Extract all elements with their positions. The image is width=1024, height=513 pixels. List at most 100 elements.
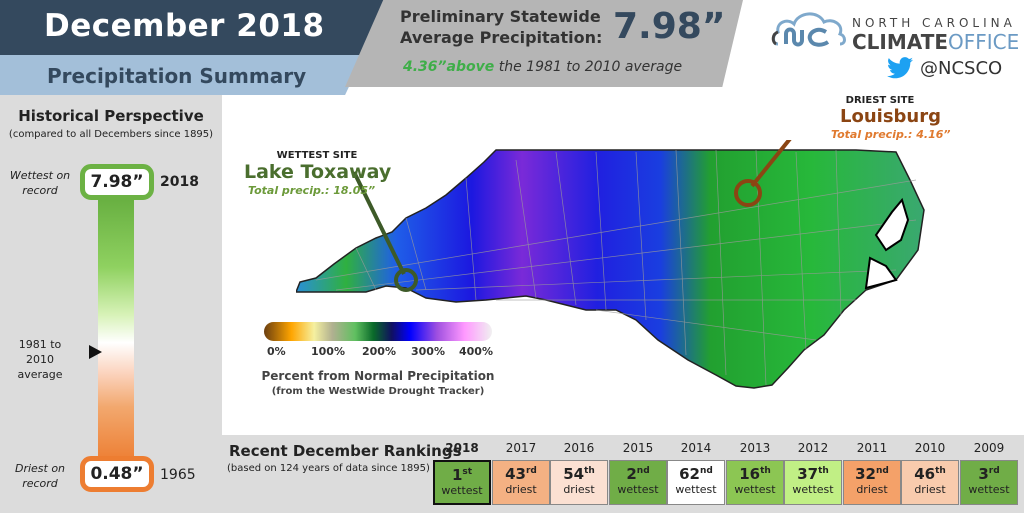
anomaly-value: 4.36”above: [403, 59, 495, 75]
anomaly-text: 4.36”above the 1981 to 2010 average: [403, 59, 682, 75]
ranking-year: 2010: [914, 441, 946, 455]
ranking-suffix: nd: [636, 466, 650, 476]
ranking-number: 32nd: [844, 465, 900, 483]
ranking-type: driest: [856, 483, 888, 496]
driest-site-header: DRIEST SITE: [845, 95, 915, 106]
cloud-nc-logo-icon: [771, 12, 846, 47]
historical-subtitle: (compared to all Decembers since 1895): [8, 129, 214, 140]
precipitation-colorbar: [264, 322, 492, 341]
historical-title: Historical Perspective: [18, 107, 204, 125]
ranking-rank: 32: [855, 465, 876, 483]
ranking-cell: 16th wettest: [726, 460, 784, 505]
header-subtitle-band: [0, 55, 364, 95]
ranking-type: wettest: [441, 484, 483, 497]
ranking-year: 2014: [680, 441, 712, 455]
colorbar-tick: 100%: [311, 345, 345, 358]
legend-title: Percent from Normal Precipitation: [261, 369, 495, 383]
ranking-suffix: th: [760, 466, 771, 476]
wettest-site-name: Lake Toxaway: [244, 161, 392, 183]
ranking-number: 43rd: [493, 465, 549, 483]
driest-year: 1965: [160, 467, 196, 483]
ranking-suffix: rd: [988, 466, 1000, 476]
colorbar-tick: 300%: [411, 345, 445, 358]
ranking-year: 2016: [563, 441, 595, 455]
ranking-rank: 2: [626, 465, 637, 483]
ranking-cell: 46th driest: [901, 460, 959, 505]
wettest-leader-line: [352, 171, 406, 275]
rankings-subtitle: (based on 124 years of data since 1895): [227, 463, 430, 474]
ranking-type: wettest: [675, 483, 717, 496]
colorbar-tick: 200%: [362, 345, 396, 358]
wettest-site-marker: [394, 268, 418, 292]
wettest-site-header: WETTEST SITE: [276, 150, 358, 161]
ranking-suffix: th: [584, 466, 595, 476]
ranking-cell: 3rd wettest: [960, 460, 1018, 505]
statewide-label: Preliminary Statewide Average Precipitat…: [400, 6, 602, 48]
average-label-line1: 1981 to 2010: [18, 338, 62, 366]
ranking-suffix: nd: [876, 466, 889, 476]
page-subtitle: Precipitation Summary: [47, 64, 307, 88]
logo-climate: CLIMATE: [852, 30, 948, 54]
ranking-number: 2nd: [610, 465, 666, 483]
ranking-number: 1st: [435, 466, 489, 484]
ranking-rank: 54: [563, 465, 585, 483]
ranking-number: 16th: [727, 465, 783, 483]
ranking-type: driest: [563, 483, 595, 496]
ranking-type: wettest: [734, 483, 776, 496]
ranking-number: 62nd: [668, 465, 724, 483]
twitter-handle[interactable]: @NCSCO: [920, 58, 1003, 79]
logo-office: OFFICE: [948, 30, 1020, 54]
twitter-bird-icon[interactable]: [887, 57, 913, 79]
ranking-year: 2009: [973, 441, 1005, 455]
statewide-value: 7.98”: [613, 6, 726, 47]
driest-label: Driest on record: [8, 461, 72, 491]
ranking-cell: 32nd driest: [843, 460, 901, 505]
ranking-rank: 3: [978, 465, 989, 483]
ranking-suffix: nd: [700, 466, 713, 476]
driest-value-pill: 0.48”: [80, 456, 154, 492]
ranking-suffix: th: [818, 466, 829, 476]
driest-leader-line: [750, 140, 792, 188]
wettest-label-line1: Wettest on: [9, 169, 71, 182]
ranking-cell: 2nd wettest: [609, 460, 667, 505]
ranking-type: driest: [505, 483, 537, 496]
ranking-suffix: th: [935, 466, 946, 476]
driest-site-total: Total precip.: 4.16”: [831, 128, 951, 141]
statewide-label-line1: Preliminary Statewide: [400, 7, 601, 26]
state-outline: [296, 149, 925, 389]
average-label-line2: average: [17, 368, 63, 381]
ranking-year: 2013: [739, 441, 771, 455]
driest-site-name: Louisburg: [840, 106, 941, 127]
ranking-number: 46th: [902, 465, 958, 483]
ranking-type: wettest: [792, 483, 834, 496]
ranking-cell: 62nd wettest: [667, 460, 725, 505]
wettest-label: Wettest on record: [8, 168, 72, 198]
ranking-cell: 37th wettest: [784, 460, 842, 505]
ranking-rank: 62: [679, 465, 700, 483]
ranking-rank: 16: [739, 465, 761, 483]
average-label: 1981 to 2010 average: [6, 337, 74, 382]
driest-site-marker: [734, 179, 762, 207]
driest-label-line2: record: [22, 477, 58, 490]
logo-line2: CLIMATEOFFICE: [852, 30, 1019, 54]
ranking-year: 2015: [622, 441, 654, 455]
ranking-year: 2012: [797, 441, 829, 455]
page-title: December 2018: [44, 8, 325, 44]
logo-line1: NORTH CAROLINA: [852, 16, 1016, 30]
colorbar-tick: 0%: [267, 345, 286, 358]
legend-subtitle: (from the WestWide Drought Tracker): [271, 386, 485, 397]
ranking-type: wettest: [968, 483, 1010, 496]
wettest-label-line2: record: [22, 184, 58, 197]
ranking-rank: 37: [797, 465, 819, 483]
ranking-suffix: st: [462, 467, 473, 477]
ranking-year: 2018: [445, 441, 479, 455]
rankings-title: Recent December Rankings: [229, 442, 462, 460]
ranking-year: 2017: [505, 441, 537, 455]
anomaly-description: the 1981 to 2010 average: [494, 59, 683, 75]
ranking-type: wettest: [617, 483, 659, 496]
ranking-type: driest: [914, 483, 946, 496]
colorbar-tick: 400%: [459, 345, 493, 358]
ranking-cell: 1st wettest: [433, 460, 491, 505]
statewide-label-line2: Average Precipitation:: [400, 28, 603, 47]
ranking-number: 54th: [551, 465, 607, 483]
